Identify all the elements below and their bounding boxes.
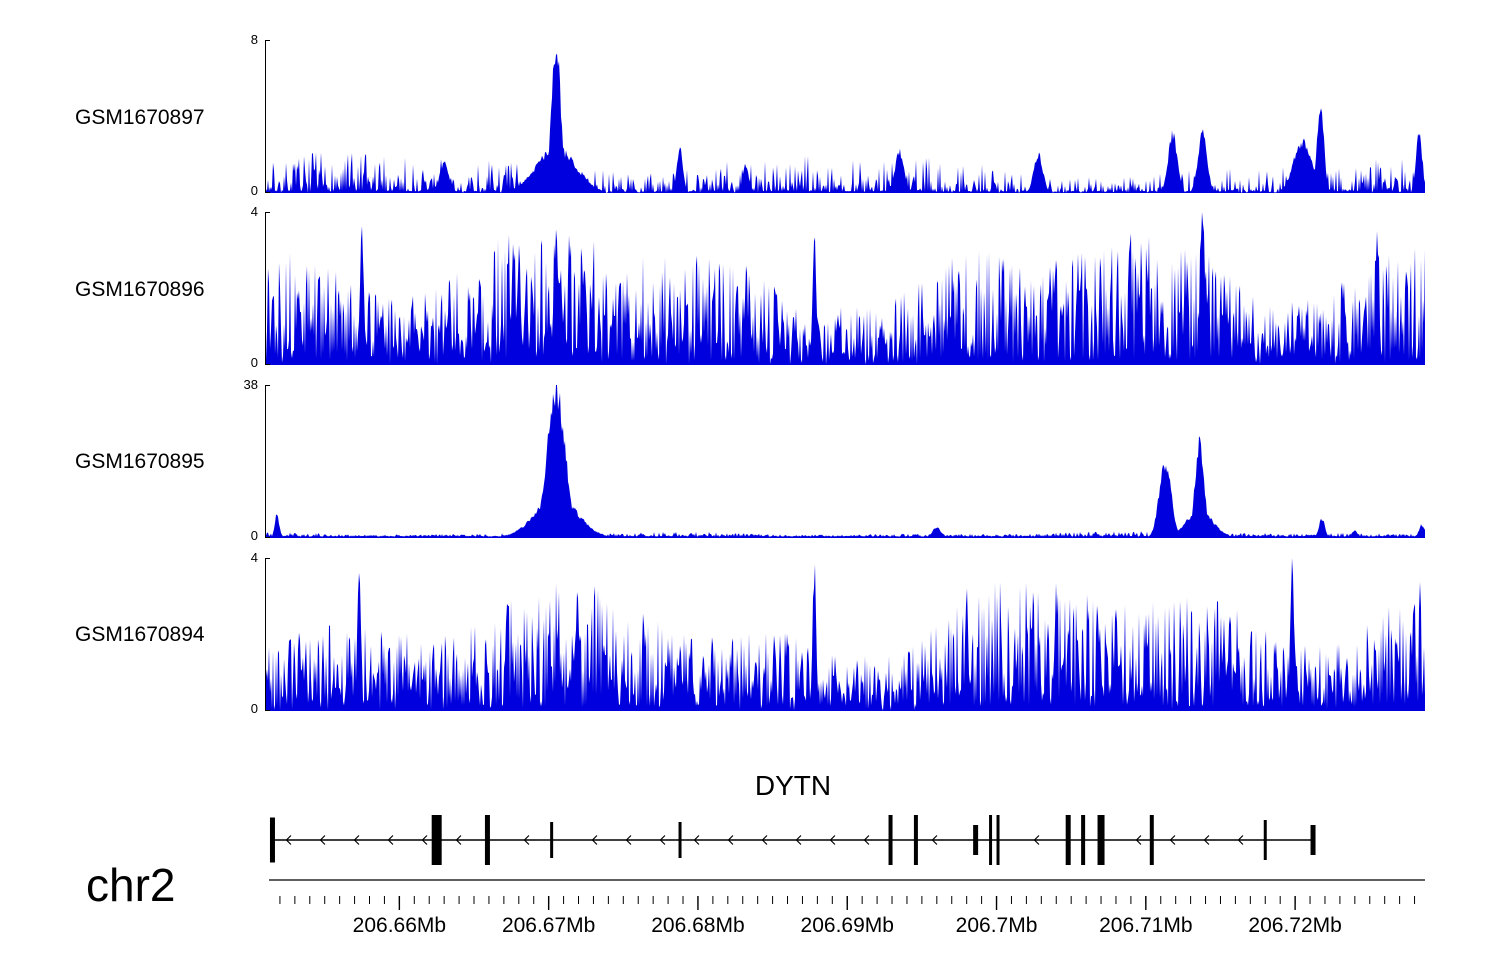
exon-box <box>678 822 682 858</box>
strand-arrow-left-icon <box>1237 835 1244 845</box>
strand-arrow-left-icon <box>1033 835 1040 845</box>
exon-box <box>1263 820 1267 860</box>
yaxis-min-track1: 0 <box>250 183 258 198</box>
chromosome-label: chr2 <box>86 859 176 911</box>
axis-tick-label: 206.7Mb <box>956 914 1038 937</box>
exon-box <box>550 822 554 858</box>
strand-arrow-left-icon <box>829 835 836 845</box>
exon-box <box>1065 815 1071 865</box>
axis-tick-label: 206.66Mb <box>353 914 446 937</box>
coverage-track-gsm1670894 <box>265 558 1425 711</box>
exon-box <box>1081 815 1086 865</box>
axis-tick-label: 206.68Mb <box>651 914 744 937</box>
strand-arrow-left-icon <box>863 835 870 845</box>
strand-arrow-left-icon <box>1169 835 1176 845</box>
exon-box <box>973 825 979 855</box>
strand-arrow-left-icon <box>523 835 530 845</box>
yaxis-max-track1: 8 <box>250 32 258 47</box>
coverage-track-gsm1670895 <box>265 385 1425 538</box>
strand-arrow-left-icon <box>285 835 292 845</box>
strand-arrow-left-icon <box>591 835 598 845</box>
signal-area <box>265 558 1425 711</box>
yaxis-min-track2: 0 <box>250 355 258 370</box>
strand-arrow-left-icon <box>1203 835 1210 845</box>
strand-arrow-left-icon <box>421 835 428 845</box>
strand-arrow-left-icon <box>387 835 394 845</box>
yaxis-max-track4: 4 <box>250 550 258 565</box>
strand-arrow-left-icon <box>319 835 326 845</box>
strand-arrow-left-icon <box>761 835 768 845</box>
axis-tick-label: 206.67Mb <box>502 914 595 937</box>
exon-box <box>1149 815 1154 865</box>
exon-box <box>484 815 490 865</box>
axis-tick-label: 206.72Mb <box>1248 914 1341 937</box>
axis-tick-label: 206.69Mb <box>801 914 894 937</box>
track-label-gsm1670896: GSM1670896 <box>75 278 205 301</box>
coverage-track-gsm1670896 <box>265 212 1425 365</box>
strand-arrow-left-icon <box>455 835 462 845</box>
signal-area <box>265 53 1425 193</box>
exon-box <box>431 815 442 865</box>
strand-arrow-left-icon <box>931 835 938 845</box>
yaxis-max-track2: 4 <box>250 204 258 219</box>
coverage-track-gsm1670897 <box>265 40 1425 193</box>
yaxis-max-track3: 38 <box>243 377 258 392</box>
gene-model-track <box>269 815 1316 865</box>
strand-arrow-left-icon <box>795 835 802 845</box>
exon-box <box>269 817 275 863</box>
exon-box <box>1097 815 1105 865</box>
signal-area <box>265 385 1425 538</box>
strand-arrow-left-icon <box>693 835 700 845</box>
strand-arrow-left-icon <box>727 835 734 845</box>
exon-box <box>1310 825 1316 855</box>
exon-box <box>989 815 993 865</box>
gene-name-title: DYTN <box>754 770 832 801</box>
track-label-gsm1670894: GSM1670894 <box>75 623 205 646</box>
exon-box <box>888 815 893 865</box>
strand-arrow-left-icon <box>659 835 666 845</box>
axis-tick-label: 206.71Mb <box>1099 914 1192 937</box>
genome-axis-track: 206.66Mb 206.67Mb 206.68Mb 206.69Mb 206.7Mb 2… <box>269 879 1425 937</box>
signal-area <box>265 212 1425 365</box>
exon-box <box>913 815 918 865</box>
strand-arrow-left-icon <box>1135 835 1142 845</box>
track-label-gsm1670897: GSM1670897 <box>75 106 205 129</box>
exon-box <box>996 815 1000 865</box>
yaxis-min-track4: 0 <box>250 701 258 716</box>
track-label-gsm1670895: GSM1670895 <box>75 450 205 473</box>
yaxis-min-track3: 0 <box>250 528 258 543</box>
strand-arrow-left-icon <box>625 835 632 845</box>
strand-arrow-left-icon <box>353 835 360 845</box>
